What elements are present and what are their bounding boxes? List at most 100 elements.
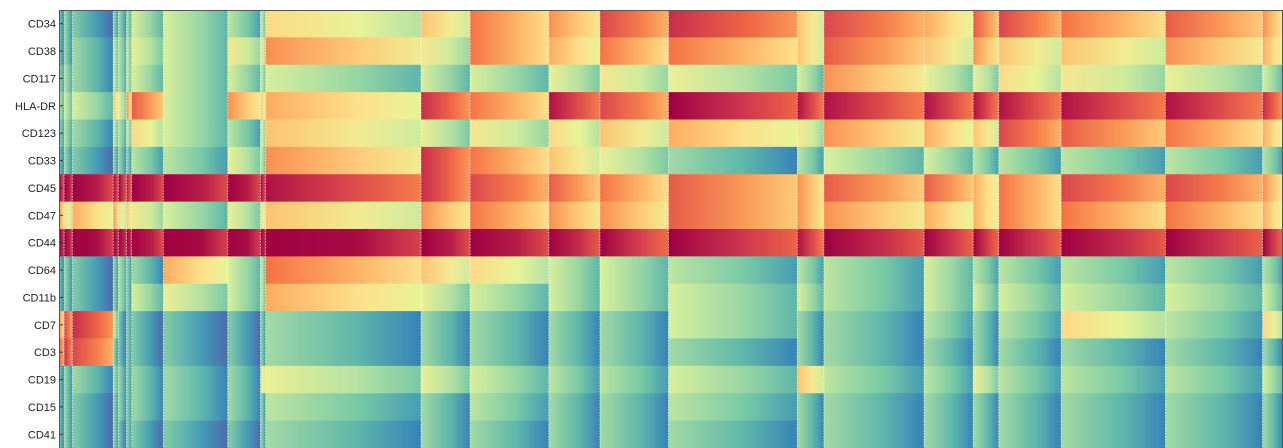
heatmap-cell xyxy=(973,10,1000,38)
heatmap-cell xyxy=(1165,229,1264,257)
heatmap-cell xyxy=(1165,64,1264,93)
heatmap-cell xyxy=(227,256,261,285)
heatmap-cell xyxy=(260,311,267,339)
heatmap-cell xyxy=(72,146,114,175)
heatmap-cell xyxy=(1262,64,1283,93)
heatmap-cell xyxy=(118,10,127,38)
heatmap-cell xyxy=(131,146,164,175)
heatmap-cell xyxy=(126,10,133,38)
heatmap-cell xyxy=(131,92,164,120)
heatmap-cell xyxy=(973,201,1000,230)
heatmap-cell xyxy=(470,10,550,38)
heatmap-cell xyxy=(823,338,925,367)
row-label: CD47 xyxy=(28,210,56,222)
heatmap-cell xyxy=(420,283,471,312)
heatmap-cell xyxy=(1165,119,1264,148)
heatmap-cell xyxy=(823,119,925,148)
row-label: CD123 xyxy=(22,128,56,140)
heatmap-cell xyxy=(973,420,1000,448)
heatmap-cell xyxy=(131,365,164,394)
heatmap-cell xyxy=(260,201,267,230)
heatmap-cell xyxy=(548,420,601,448)
heatmap-cell xyxy=(72,229,114,257)
heatmap-cell xyxy=(924,37,974,66)
heatmap-cell xyxy=(227,311,261,339)
heatmap-cell xyxy=(265,283,422,312)
heatmap-cell xyxy=(227,174,261,203)
heatmap-cell xyxy=(973,119,1000,148)
heatmap-cell xyxy=(163,393,229,422)
heatmap-cell xyxy=(126,92,133,120)
heatmap-cell xyxy=(260,37,267,66)
heatmap-cell xyxy=(973,365,1000,394)
heatmap-cell xyxy=(797,256,825,285)
heatmap-cell xyxy=(420,420,471,448)
heatmap-cell xyxy=(1061,64,1166,93)
heatmap-cell xyxy=(227,201,261,230)
heatmap-cell xyxy=(1165,37,1264,66)
heatmap-cell xyxy=(265,420,422,448)
heatmap-cell xyxy=(1165,201,1264,230)
heatmap-cell xyxy=(548,393,601,422)
heatmap-cell xyxy=(113,283,119,312)
heatmap-cell xyxy=(1061,256,1166,285)
heatmap-cell xyxy=(118,119,127,148)
heatmap-cell xyxy=(668,146,798,175)
heatmap-cell xyxy=(998,311,1062,339)
row-label: CD45 xyxy=(28,183,56,195)
heatmap-cell xyxy=(668,338,798,367)
heatmap-cell xyxy=(924,338,974,367)
heatmap-cell xyxy=(126,64,133,93)
heatmap-cell xyxy=(548,119,601,148)
heatmap-cell xyxy=(924,393,974,422)
heatmap-cell xyxy=(260,365,267,394)
heatmap-cell xyxy=(823,174,925,203)
heatmap-cell xyxy=(1165,365,1264,394)
row-label: CD19 xyxy=(28,375,56,387)
heatmap-cell xyxy=(973,37,1000,66)
heatmap-cell xyxy=(113,92,119,120)
heatmap-cell xyxy=(126,256,133,285)
heatmap-cell xyxy=(470,37,550,66)
heatmap-cell xyxy=(131,37,164,66)
heatmap-cell xyxy=(1262,256,1283,285)
heatmap-cell xyxy=(227,10,261,38)
heatmap-cell xyxy=(420,201,471,230)
heatmap-cell xyxy=(113,37,119,66)
heatmap-cell xyxy=(797,146,825,175)
heatmap-cell xyxy=(797,119,825,148)
heatmap-cell xyxy=(470,420,550,448)
heatmap-cell xyxy=(118,174,127,203)
heatmap-cell xyxy=(924,311,974,339)
heatmap-cell xyxy=(470,146,550,175)
heatmap-cell xyxy=(924,201,974,230)
heatmap-cell xyxy=(126,420,133,448)
heatmap-cell xyxy=(64,146,73,175)
heatmap-cell xyxy=(973,64,1000,93)
heatmap-cell xyxy=(470,64,550,93)
heatmap-cell xyxy=(64,229,73,257)
heatmap-cell xyxy=(1262,311,1283,339)
heatmap-cell xyxy=(260,256,267,285)
heatmap-cell xyxy=(72,37,114,66)
heatmap-cell xyxy=(265,174,422,203)
heatmap-cell xyxy=(64,283,73,312)
heatmap-cell xyxy=(118,64,127,93)
heatmap-cell xyxy=(64,420,73,448)
heatmap-cell xyxy=(548,146,601,175)
heatmap-cell xyxy=(973,311,1000,339)
heatmap-cell xyxy=(973,92,1000,120)
heatmap-cell xyxy=(1061,229,1166,257)
heatmap-cell xyxy=(1061,146,1166,175)
heatmap-cell xyxy=(64,311,73,339)
row-label: CD7 xyxy=(34,320,56,332)
heatmap-cell xyxy=(599,365,669,394)
heatmap-cell xyxy=(797,92,825,120)
heatmap-cell xyxy=(1061,174,1166,203)
heatmap-cell xyxy=(265,311,422,339)
heatmap-cell xyxy=(420,393,471,422)
heatmap-cell xyxy=(797,64,825,93)
heatmap-cell xyxy=(924,64,974,93)
heatmap-cell xyxy=(163,420,229,448)
